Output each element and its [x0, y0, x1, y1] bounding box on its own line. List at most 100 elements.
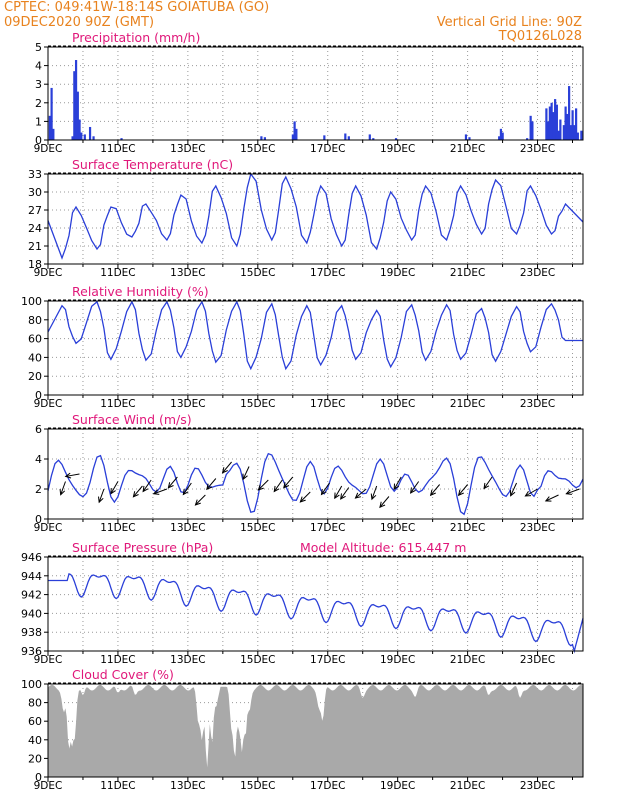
precip-bar — [564, 106, 567, 140]
precip-bar — [545, 108, 548, 140]
precip-bar — [71, 136, 74, 140]
precip-bar — [52, 128, 55, 140]
panel-4: 936 938 940 942 944 946 9DEC 11DEC 13DEC 15DEC 17D… — [21, 540, 584, 666]
y-tick-label: 0 — [35, 389, 42, 402]
wind-arrow — [340, 487, 350, 500]
x-tick-label: 9DEC — [34, 522, 63, 534]
x-tick-label: 15DEC — [240, 143, 275, 155]
wind-arrow — [483, 476, 493, 489]
x-tick-label: 9DEC — [34, 398, 63, 410]
wind-arrow — [65, 473, 80, 477]
precip-bar — [372, 138, 375, 140]
wind-arrow — [142, 479, 152, 492]
precip-bar — [552, 112, 555, 140]
wind-arrow — [60, 481, 66, 495]
precip-bar — [74, 60, 78, 140]
panel-title: Precipitation (mm/h) — [72, 30, 200, 45]
precip-bar — [73, 71, 76, 140]
wind-arrow — [242, 466, 250, 480]
x-tick-label: 23DEC — [520, 143, 555, 155]
precip-bar — [83, 134, 86, 140]
panel-title: Surface Temperature (nC) — [72, 157, 233, 172]
precip-bar — [323, 135, 326, 140]
x-tick-label: 21DEC — [450, 267, 485, 279]
x-tick-label: 23DEC — [520, 780, 555, 792]
wind-arrow — [355, 488, 367, 499]
wind-arrow-head — [334, 492, 340, 500]
x-tick-label: 11DEC — [100, 143, 135, 155]
wind-arrow — [195, 494, 206, 506]
x-tick-label: 13DEC — [170, 267, 205, 279]
wind-arrow-head — [110, 488, 116, 495]
y-tick-label: 100 — [21, 295, 42, 308]
wind-arrow-head — [354, 492, 362, 499]
wind-arrow — [410, 481, 420, 494]
precip-bar — [562, 125, 565, 140]
precip-bar — [368, 134, 371, 140]
header-station: CPTEC: 049:41W-18:14S GOIATUBA (GO) — [4, 0, 270, 15]
precip-bar — [557, 130, 560, 140]
precip-bar — [88, 126, 92, 140]
panel-frame — [47, 300, 584, 396]
precip-bar — [555, 104, 558, 140]
x-tick-label: 13DEC — [170, 143, 205, 155]
y-tick-label: 946 — [21, 551, 42, 564]
x-tick-label: 21DEC — [450, 143, 485, 155]
wind-arrow — [566, 488, 580, 495]
wind-arrow-head — [142, 485, 149, 493]
panel-5: 0 20 40 60 80 100 9DEC 11DEC 13DEC 15DEC 17DEC 19DE… — [21, 667, 584, 792]
wind-arrow-head — [257, 484, 264, 491]
precip-bar — [80, 132, 83, 140]
y-tick-label: 0 — [35, 513, 42, 526]
wind-arrow-head — [379, 501, 386, 509]
wind-arrow — [182, 482, 192, 495]
wind-speed-line — [47, 452, 584, 516]
wind-arrow — [153, 488, 168, 495]
precip-bar — [291, 134, 294, 140]
wind-arrow — [258, 479, 269, 491]
wind-arrow-head — [273, 485, 280, 493]
precip-bar — [531, 121, 534, 140]
precip-bar — [468, 137, 471, 140]
y-tick-label: 40 — [28, 734, 42, 747]
y-tick-label: 944 — [21, 570, 42, 583]
precip-bar — [76, 91, 79, 140]
y-tick-label: 30 — [28, 186, 42, 199]
x-tick-label: 21DEC — [450, 780, 485, 792]
precip-bar — [50, 87, 53, 140]
y-tick-label: 1 — [35, 115, 42, 128]
x-tick-label: 19DEC — [380, 522, 415, 534]
precip-bar — [554, 99, 557, 140]
wind-arrow — [458, 484, 468, 496]
x-tick-label: 11DEC — [100, 398, 135, 410]
panel-1: 18 21 24 27 30 33 9DEC 11DEC 13DEC 15DEC 17DEC 19DE… — [28, 157, 584, 279]
x-tick-label: 15DEC — [240, 522, 275, 534]
wind-arrow — [167, 476, 178, 489]
x-tick-label: 11DEC — [100, 780, 135, 792]
y-tick-label: 27 — [28, 204, 42, 217]
panel-frame — [47, 46, 584, 141]
y-tick-label: 6 — [35, 423, 42, 436]
model-altitude-label: Model Altitude: 615.447 m — [300, 540, 466, 555]
x-tick-label: 17DEC — [310, 780, 345, 792]
precip-bar — [529, 115, 532, 140]
panel-2: 0 20 40 60 80 100 9DEC 11DEC 13DEC 15DEC 17DEC 19DE… — [21, 284, 584, 410]
x-tick-label: 23DEC — [520, 267, 555, 279]
precip-bar — [573, 125, 576, 140]
precip-bar — [120, 138, 123, 140]
y-tick-label: 18 — [28, 258, 42, 271]
precip-bar — [78, 119, 81, 140]
wind-arrow-head — [152, 489, 160, 495]
y-tick-label: 5 — [35, 41, 42, 54]
wind-arrow-head — [59, 489, 66, 496]
precip-bar — [580, 130, 583, 140]
precip-bar — [550, 102, 553, 140]
cloud-cover-area — [48, 684, 583, 777]
wind-arrow — [393, 476, 402, 490]
x-tick-label: 19DEC — [380, 267, 415, 279]
wind-arrow — [300, 491, 311, 503]
wind-arrow-head — [429, 489, 436, 497]
x-tick-label: 13DEC — [170, 398, 205, 410]
precip-bar — [569, 125, 572, 140]
precip-bar — [576, 132, 579, 140]
